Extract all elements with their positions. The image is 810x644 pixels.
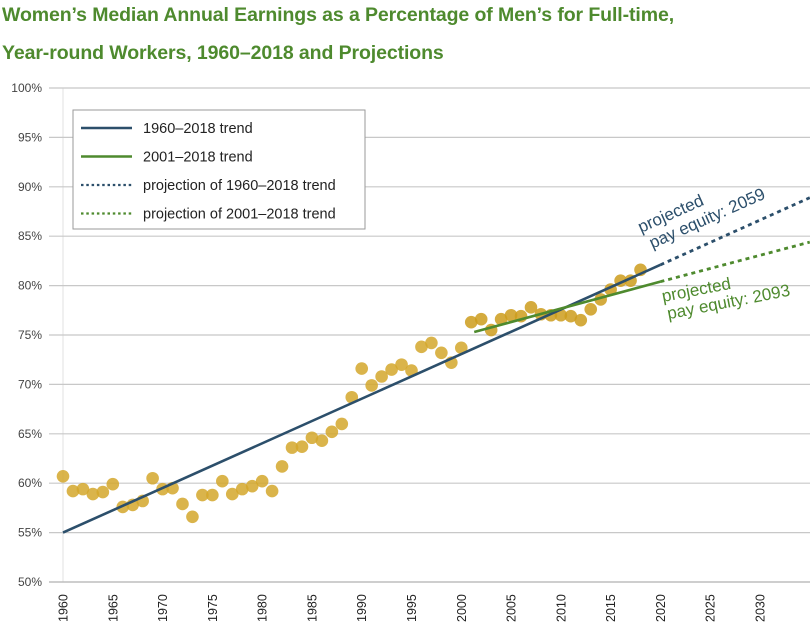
series-line-projection-of-1960-2018-trend: [659, 196, 810, 267]
data-point: [375, 370, 388, 383]
legend-box: [72, 109, 366, 230]
y-tick-label: 55%: [18, 526, 42, 540]
data-point: [365, 379, 378, 392]
trend-lines: [62, 196, 810, 534]
y-tick-label: 90%: [18, 180, 42, 194]
data-point: [265, 484, 279, 498]
x-tick-label: 1985: [305, 594, 319, 622]
data-point: [206, 488, 219, 502]
y-tick-label: 85%: [18, 229, 42, 243]
data-point: [474, 312, 488, 326]
x-tick-label: 2010: [554, 594, 568, 622]
data-point: [255, 474, 269, 488]
data-point: [415, 340, 428, 354]
data-point: [146, 471, 159, 485]
legend-label: 2001–2018 trend: [143, 150, 253, 166]
data-point: [305, 431, 319, 445]
data-point: [186, 510, 199, 524]
data-point: [494, 312, 508, 326]
data-point: [86, 487, 100, 501]
data-point: [464, 315, 478, 329]
data-point: [435, 346, 448, 360]
y-tick-label: 70%: [18, 377, 42, 391]
data-point: [106, 477, 120, 491]
data-points: [56, 263, 647, 524]
series-line-projection-of-2001-2018-trend: [660, 240, 810, 284]
data-point: [454, 341, 468, 355]
data-point: [425, 336, 438, 350]
data-point: [295, 440, 309, 453]
data-point: [574, 313, 588, 327]
data-point: [504, 308, 518, 322]
annotations: projectedpay equity: 2059 projectedpay eq…: [635, 167, 792, 324]
legend-label: projection of 2001–2018 trend: [143, 207, 336, 223]
data-point: [176, 497, 189, 511]
data-point: [395, 358, 408, 371]
x-tick-label: 2000: [455, 594, 469, 622]
data-point: [335, 417, 349, 431]
data-point: [76, 482, 90, 496]
x-axis: 1960 1965 1970 1975 1980 1985 1990 1995 2000 2005…: [57, 594, 768, 622]
x-tick-label: 2030: [754, 594, 768, 622]
data-point: [355, 362, 369, 375]
data-point: [325, 425, 339, 439]
x-tick-label: 1965: [106, 594, 120, 622]
y-tick-label: 100%: [11, 81, 42, 95]
series-line-2001-2018-trend: [473, 280, 661, 334]
x-tick-label: 1975: [206, 594, 220, 622]
data-point: [196, 488, 209, 502]
chart-title-line-1: Women’s Median Annual Earnings as a Perc…: [2, 4, 675, 26]
x-tick-label: 2005: [505, 594, 519, 622]
annotation-pay-equity-2059: projectedpay equity: 2059: [635, 167, 768, 254]
annotation-pay-equity-2093: projectedpay equity: 2093: [660, 263, 791, 324]
y-tick-label: 50%: [18, 575, 42, 589]
chart-title-line-2: Year-round Workers, 1960–2018 and Projec…: [2, 42, 444, 64]
y-axis: 50% 55% 60% 65% 70% 75% 80% 85% 90% 95% 100%: [11, 81, 42, 589]
y-tick-label: 65%: [18, 427, 42, 441]
data-point: [275, 460, 289, 473]
data-point: [96, 485, 110, 499]
data-point: [385, 363, 398, 376]
data-point: [66, 484, 80, 498]
data-point: [285, 441, 299, 454]
data-point: [216, 474, 229, 488]
legend-label: projection of 1960–2018 trend: [143, 178, 336, 194]
x-tick-label: 2025: [704, 594, 718, 622]
x-tick-label: 1990: [355, 594, 369, 622]
data-point: [56, 469, 70, 483]
y-tick-label: 60%: [18, 476, 42, 490]
x-tick-label: 1980: [256, 594, 270, 622]
x-tick-label: 1995: [405, 594, 419, 622]
data-point: [524, 301, 538, 314]
data-point: [245, 479, 259, 493]
data-point: [564, 309, 578, 323]
y-tick-label: 75%: [18, 328, 42, 342]
x-tick-label: 1970: [156, 594, 170, 622]
x-tick-label: 2020: [654, 594, 668, 622]
x-tick-label: 1960: [57, 594, 71, 622]
legend: 1960–2018 trend 2001–2018 trend projection…: [72, 109, 366, 230]
y-tick-label: 95%: [18, 130, 42, 144]
x-tick-label: 2015: [604, 594, 618, 622]
data-point: [235, 482, 249, 496]
data-point: [225, 487, 239, 501]
data-point: [315, 434, 329, 448]
legend-label: 1960–2018 trend: [143, 121, 253, 137]
data-point: [584, 303, 598, 316]
y-tick-label: 80%: [18, 279, 42, 293]
